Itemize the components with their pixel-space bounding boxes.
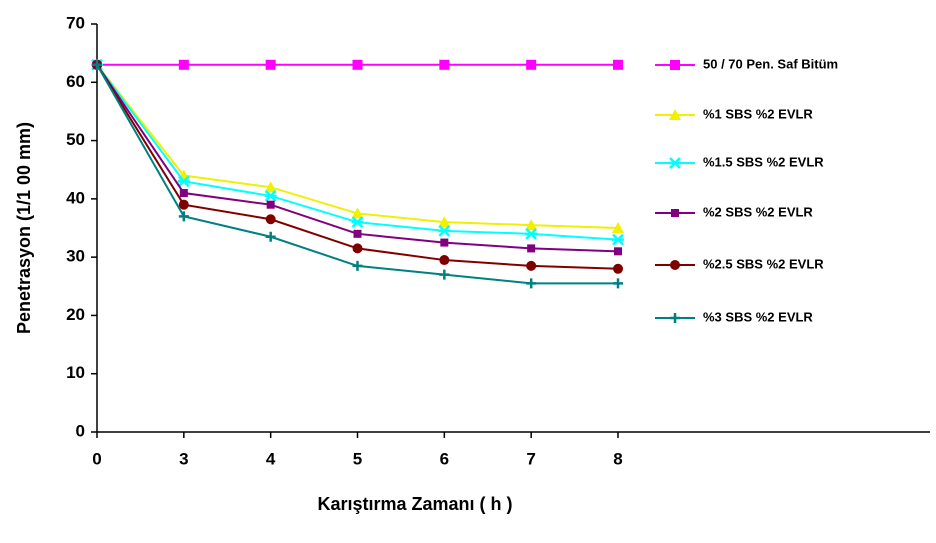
- y-axis-title: Penetrasyon (1/1 00 mm): [14, 122, 34, 334]
- marker: [525, 227, 538, 240]
- marker: [352, 243, 363, 254]
- marker: [264, 190, 277, 202]
- x-tick-label: 8: [613, 449, 622, 468]
- legend-label: %3 SBS %2 EVLR: [703, 309, 813, 324]
- y-tick-label: 20: [66, 305, 85, 324]
- legend-marker: [669, 157, 681, 169]
- marker: [265, 59, 276, 70]
- marker: [613, 278, 623, 289]
- marker: [351, 207, 364, 219]
- x-axis-title: Karıştırma Zamanı ( h ): [317, 494, 512, 514]
- marker: [526, 59, 537, 70]
- marker: [527, 244, 536, 253]
- marker: [439, 269, 450, 280]
- legend-label: 50 / 70 Pen. Saf Bitüm: [703, 56, 838, 71]
- marker: [353, 229, 362, 238]
- series-line: [96, 64, 619, 270]
- marker: [178, 199, 189, 210]
- marker: [352, 59, 363, 70]
- marker: [351, 216, 364, 229]
- legend-label: %1 SBS %2 EVLR: [703, 106, 813, 121]
- legend-marker: [669, 109, 681, 120]
- marker: [526, 260, 537, 271]
- marker: [526, 278, 537, 289]
- y-tick-label: 70: [66, 13, 85, 32]
- x-tick-label: 4: [266, 449, 276, 468]
- legend-label: %2 SBS %2 EVLR: [703, 204, 813, 219]
- marker: [614, 247, 622, 256]
- marker: [178, 211, 189, 222]
- marker: [265, 231, 276, 242]
- legend-marker: [670, 260, 680, 270]
- series-line: [96, 64, 619, 229]
- marker: [266, 200, 275, 209]
- marker: [352, 260, 363, 271]
- marker: [179, 189, 188, 198]
- legend-label: %1.5 SBS %2 EVLR: [703, 154, 824, 169]
- marker: [613, 263, 623, 274]
- marker: [613, 59, 623, 70]
- legend-label: %2.5 SBS %2 EVLR: [703, 256, 824, 271]
- marker: [264, 181, 277, 193]
- marker: [177, 175, 190, 188]
- x-tick-label: 5: [353, 449, 362, 468]
- y-tick-label: 40: [66, 188, 85, 207]
- marker: [440, 238, 449, 247]
- y-tick-label: 50: [66, 130, 85, 149]
- marker: [92, 59, 102, 70]
- marker: [178, 59, 189, 70]
- marker: [525, 219, 538, 231]
- x-tick-label: 0: [92, 449, 101, 468]
- y-tick-label: 10: [66, 363, 85, 382]
- marker: [438, 225, 451, 237]
- marker: [439, 255, 450, 266]
- y-tick-label: 60: [66, 72, 85, 91]
- x-tick-label: 6: [440, 449, 449, 468]
- y-tick-label: 0: [76, 421, 85, 440]
- legend-marker: [671, 209, 679, 217]
- legend-marker: [670, 313, 680, 323]
- marker: [439, 59, 450, 70]
- y-tick-label: 30: [66, 247, 85, 266]
- marker: [438, 216, 451, 228]
- marker: [612, 233, 624, 246]
- marker: [265, 214, 276, 225]
- x-tick-label: 7: [526, 449, 535, 468]
- legend-marker: [670, 60, 680, 70]
- x-tick-label: 3: [179, 449, 188, 468]
- marker: [612, 222, 624, 233]
